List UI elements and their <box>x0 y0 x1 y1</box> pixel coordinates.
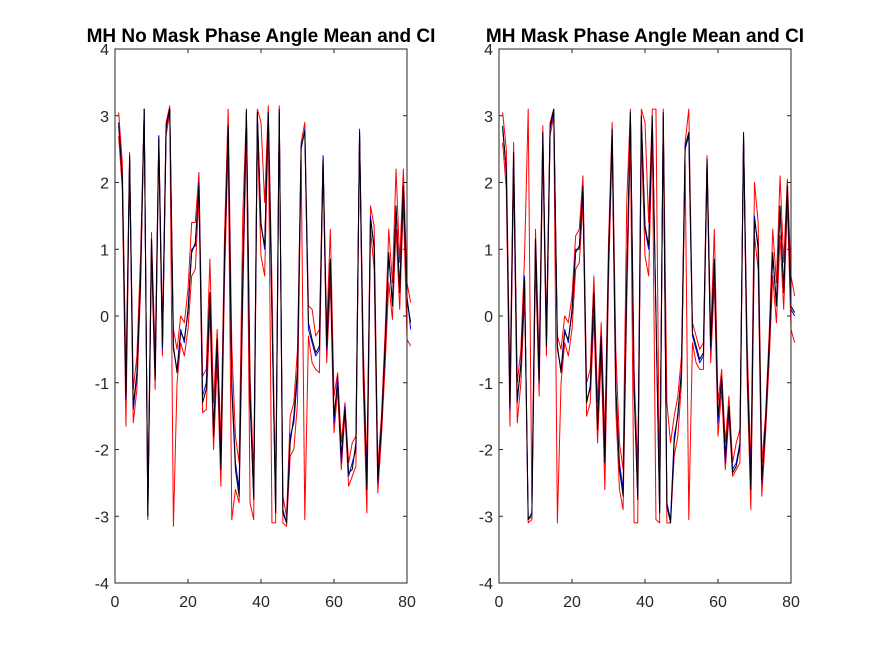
x-tick-label: 40 <box>636 594 654 611</box>
x-tick-label: 20 <box>563 594 581 611</box>
x-tick-label: 80 <box>398 594 416 611</box>
x-tick-label: 40 <box>252 594 270 611</box>
y-tick-label: 0 <box>484 309 493 326</box>
x-tick-label: 20 <box>179 594 197 611</box>
y-tick-label: 4 <box>100 42 109 59</box>
y-tick-label: -3 <box>479 509 493 526</box>
y-tick-label: -4 <box>479 576 493 593</box>
y-tick-label: 2 <box>484 176 493 193</box>
y-tick-label: 2 <box>100 176 109 193</box>
y-tick-label: -1 <box>479 376 493 393</box>
chart-title-right: MH Mask Phase Angle Mean and CI <box>486 26 804 47</box>
x-tick-label: 60 <box>325 594 343 611</box>
x-tick-label: 0 <box>495 594 504 611</box>
x-tick-label: 0 <box>111 594 120 611</box>
y-axis-right: -4 -3 -2 -1 0 1 2 3 4 <box>479 42 791 593</box>
y-axis-left: -4 -3 -2 -1 0 1 2 3 4 <box>95 42 407 593</box>
y-tick-label: 0 <box>100 309 109 326</box>
series-line-mean-1 <box>502 108 796 524</box>
x-tick-label: 60 <box>709 594 727 611</box>
y-tick-label: 3 <box>484 109 493 126</box>
y-tick-label: 4 <box>484 42 493 59</box>
subplot-right: MH Mask Phase Angle Mean and CI 0 20 40 60 8… <box>479 26 804 611</box>
y-tick-label: -2 <box>95 443 109 460</box>
y-tick-label: 1 <box>100 242 109 259</box>
series-lines-left <box>118 105 412 527</box>
y-tick-label: -2 <box>479 443 493 460</box>
chart-title-left: MH No Mask Phase Angle Mean and CI <box>87 26 436 47</box>
x-tick-label: 80 <box>782 594 800 611</box>
y-tick-label: -4 <box>95 576 109 593</box>
subplot-left: MH No Mask Phase Angle Mean and CI 0 20 40… <box>87 26 436 611</box>
y-tick-label: -1 <box>95 376 109 393</box>
x-axis-right: 0 20 40 60 80 <box>495 49 800 611</box>
y-tick-label: -3 <box>95 509 109 526</box>
series-lines-right <box>502 108 796 524</box>
y-tick-label: 3 <box>100 109 109 126</box>
series-line-mean-1 <box>118 108 412 524</box>
x-axis-left: 0 20 40 60 80 <box>111 49 416 611</box>
y-tick-label: 1 <box>484 242 493 259</box>
